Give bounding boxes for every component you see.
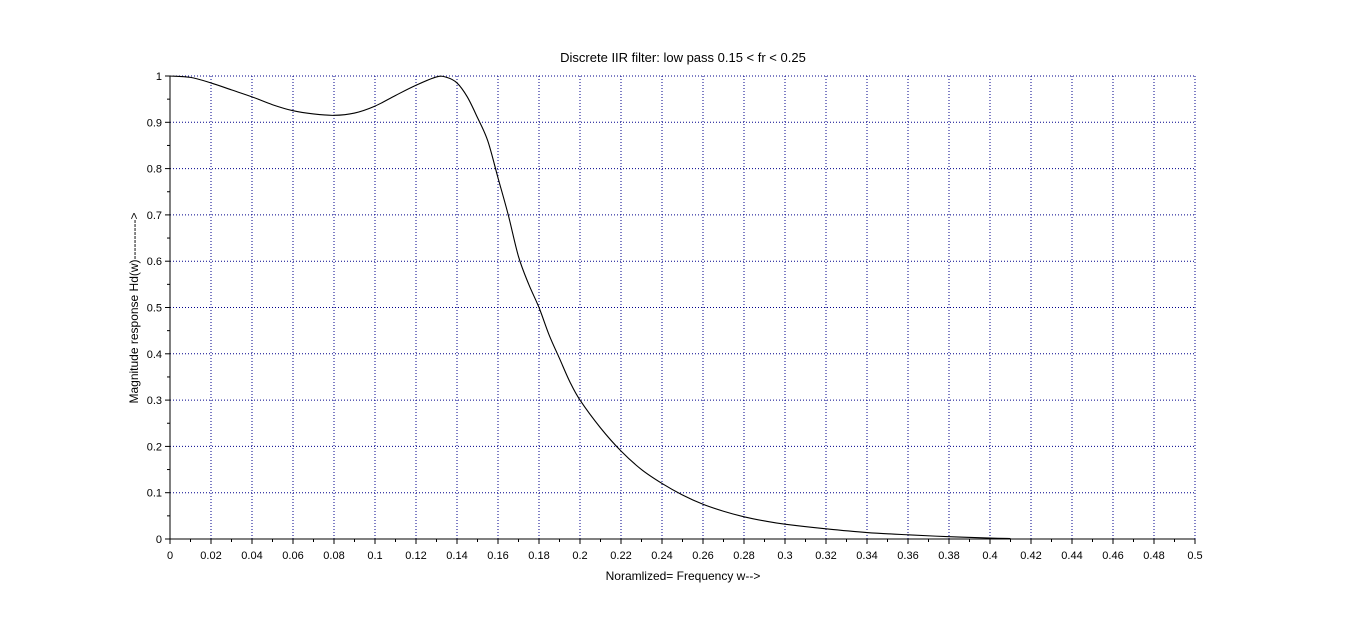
x-tick-label: 0.26 [692,550,713,562]
x-tick-label: 0.44 [1061,550,1082,562]
x-tick-label: 0.3 [777,550,792,562]
series-layer [169,75,1011,540]
y-tick-label: 0.3 [147,395,162,407]
series-line-0 [169,75,1011,540]
x-tick-label: 0.32 [815,550,836,562]
x-tick-label: 0 [167,550,173,562]
x-tick-label: 0.46 [1102,550,1123,562]
x-tick-label: 0.1 [367,550,382,562]
y-axis-title: Magnitude response Hd(w)----------> [127,212,141,403]
chart-title: Discrete IIR filter: low pass 0.15 < fr … [560,50,806,65]
x-tick-label: 0.2 [572,550,587,562]
x-tick-label: 0.48 [1143,550,1164,562]
y-tick-label: 1 [156,71,162,83]
x-tick-label: 0.5 [1187,550,1202,562]
x-tick-label: 0.34 [856,550,877,562]
x-axis-title: Noramlized= Frequency w--> [606,569,761,583]
x-tick-label: 0.42 [1020,550,1041,562]
x-tick-label: 0.06 [282,550,303,562]
x-tick-label: 0.24 [651,550,672,562]
y-tick-label: 0.2 [147,441,162,453]
x-tick-label: 0.4 [982,550,997,562]
y-tick-label: 0 [156,534,162,546]
x-tick-label: 0.38 [938,550,959,562]
x-tick-label: 0.14 [446,550,467,562]
grid-layer [169,75,1196,540]
y-tick-label: 0.4 [147,349,162,361]
x-tick-label: 0.16 [487,550,508,562]
axis-layer [165,75,1196,544]
y-tick-label: 0.1 [147,488,162,500]
x-tick-label: 0.04 [241,550,262,562]
tick-label-layer: 0 0.02 0.04 0.06 0.08 0.1 0.12 0.14 0.16 0.18 0.2 0… [147,71,1203,562]
y-tick-label: 0.8 [147,164,162,176]
y-tick-label: 0.6 [147,256,162,268]
x-tick-label: 0.22 [610,550,631,562]
x-tick-label: 0.18 [528,550,549,562]
y-tick-label: 0.9 [147,117,162,129]
x-tick-label: 0.08 [323,550,344,562]
y-tick-label: 0.5 [147,303,162,315]
x-tick-label: 0.02 [200,550,221,562]
x-tick-label: 0.12 [405,550,426,562]
x-tick-label: 0.36 [897,550,918,562]
y-tick-label: 0.7 [147,210,162,222]
x-tick-label: 0.28 [733,550,754,562]
